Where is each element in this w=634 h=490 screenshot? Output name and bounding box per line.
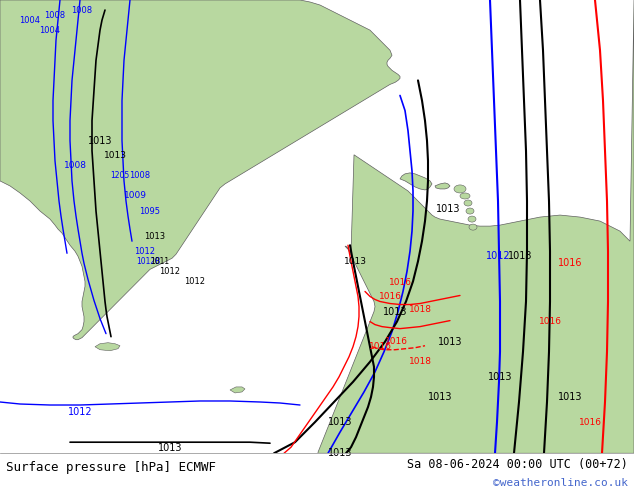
Polygon shape	[95, 343, 120, 351]
Polygon shape	[435, 183, 450, 189]
Ellipse shape	[469, 224, 477, 230]
Text: 1012: 1012	[134, 247, 155, 256]
Text: 1016: 1016	[384, 337, 408, 346]
Text: 1013: 1013	[488, 372, 512, 382]
Text: 1205: 1205	[110, 172, 129, 180]
Text: 1016: 1016	[389, 278, 411, 287]
Text: 1009: 1009	[124, 192, 146, 200]
Text: 1008: 1008	[44, 11, 65, 20]
Text: 1013: 1013	[158, 443, 182, 453]
Text: 1013: 1013	[436, 204, 460, 214]
Text: 1013: 1013	[558, 392, 582, 402]
Text: Surface pressure [hPa] ECMWF: Surface pressure [hPa] ECMWF	[6, 462, 216, 474]
Text: 1016: 1016	[578, 417, 602, 427]
Text: 1013: 1013	[344, 257, 366, 266]
Polygon shape	[0, 0, 400, 340]
Ellipse shape	[466, 208, 474, 214]
Text: 1013: 1013	[145, 232, 165, 241]
Ellipse shape	[460, 193, 470, 199]
Ellipse shape	[454, 185, 466, 193]
Text: 1004: 1004	[39, 25, 60, 35]
Polygon shape	[318, 0, 634, 453]
Text: 1018: 1018	[408, 305, 432, 314]
Text: 1012: 1012	[68, 407, 93, 417]
Text: 1013: 1013	[103, 151, 127, 160]
Text: 1004: 1004	[20, 16, 41, 24]
Ellipse shape	[464, 200, 472, 206]
Polygon shape	[230, 387, 245, 393]
Text: 1008: 1008	[63, 161, 86, 171]
Text: 1016: 1016	[538, 317, 562, 326]
Text: 1013: 1013	[437, 337, 462, 347]
Text: 1013: 1013	[508, 251, 533, 261]
Polygon shape	[400, 173, 432, 190]
Text: 1013: 1013	[383, 307, 407, 317]
Text: 1016: 1016	[368, 342, 392, 351]
Text: 1095: 1095	[139, 207, 160, 216]
Text: 1013: 1013	[428, 392, 452, 402]
Text: 1012: 1012	[160, 267, 181, 276]
Text: 1013: 1013	[328, 417, 353, 427]
Text: 1016: 1016	[558, 258, 582, 269]
Text: 1008: 1008	[72, 5, 93, 15]
Text: 1013: 1013	[328, 448, 353, 458]
Text: 1013: 1013	[87, 136, 112, 146]
Text: 1018: 1018	[408, 357, 432, 367]
Text: 1008: 1008	[129, 172, 150, 180]
Ellipse shape	[468, 216, 476, 222]
Text: 1012B: 1012B	[136, 257, 160, 266]
Text: Sa 08-06-2024 00:00 UTC (00+72): Sa 08-06-2024 00:00 UTC (00+72)	[407, 458, 628, 471]
Text: 1016: 1016	[378, 292, 401, 301]
Text: 1011: 1011	[150, 257, 169, 266]
Text: 1012: 1012	[184, 277, 205, 286]
Text: ©weatheronline.co.uk: ©weatheronline.co.uk	[493, 478, 628, 489]
Text: 1012: 1012	[486, 251, 510, 261]
